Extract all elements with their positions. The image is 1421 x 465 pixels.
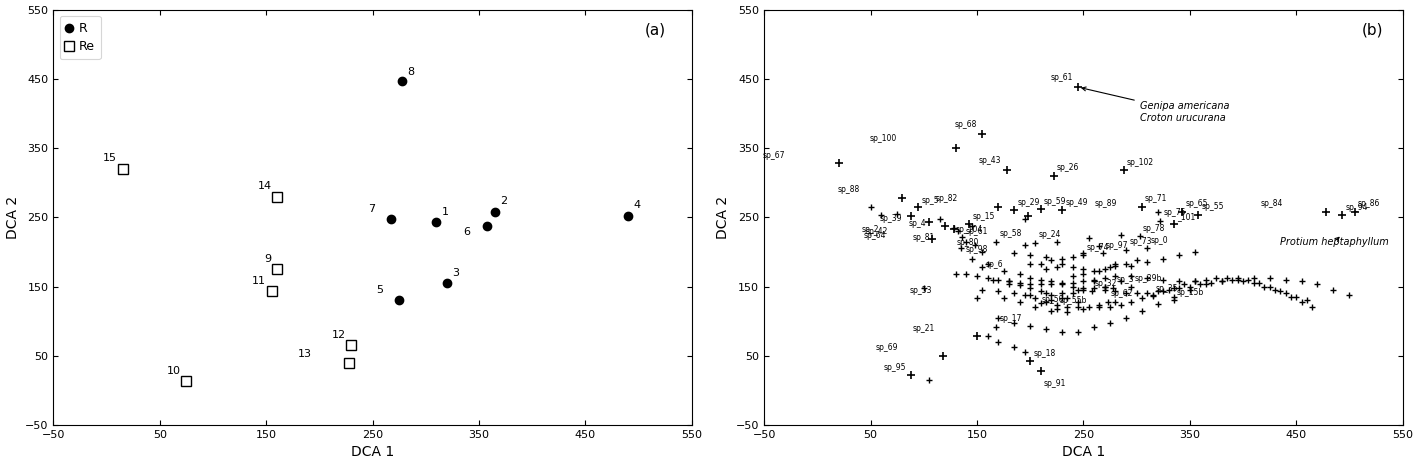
Y-axis label: DCA 2: DCA 2 bbox=[6, 196, 20, 239]
Text: sp_39b: sp_39b bbox=[1134, 274, 1162, 283]
Text: sp_59: sp_59 bbox=[1044, 197, 1067, 206]
Text: sp_68: sp_68 bbox=[955, 120, 976, 129]
Text: Protium heptaphyllum: Protium heptaphyllum bbox=[1280, 237, 1388, 246]
Text: sp_82: sp_82 bbox=[935, 194, 958, 204]
Text: 11: 11 bbox=[252, 276, 266, 286]
Text: 14: 14 bbox=[257, 181, 271, 191]
Text: sp_62: sp_62 bbox=[1111, 289, 1134, 299]
Text: sp_5: sp_5 bbox=[922, 196, 939, 205]
Text: sp_3: sp_3 bbox=[1117, 275, 1134, 285]
Text: sp_97: sp_97 bbox=[1106, 241, 1128, 250]
Text: sp_39: sp_39 bbox=[880, 214, 902, 223]
Text: sp_89: sp_89 bbox=[1096, 199, 1117, 208]
Text: sp_2: sp_2 bbox=[861, 225, 880, 234]
Text: sp_61: sp_61 bbox=[1050, 73, 1073, 81]
Text: Genipa americana
Croton urucurana: Genipa americana Croton urucurana bbox=[1081, 87, 1229, 123]
Y-axis label: DCA 2: DCA 2 bbox=[716, 196, 730, 239]
Text: 1: 1 bbox=[442, 206, 449, 217]
Text: sp_6: sp_6 bbox=[985, 260, 1003, 269]
Text: 13: 13 bbox=[298, 349, 313, 359]
Text: sp_84: sp_84 bbox=[1260, 199, 1283, 208]
Text: (b): (b) bbox=[1361, 22, 1384, 37]
Text: sp_100: sp_100 bbox=[870, 133, 897, 142]
Text: sp_64: sp_64 bbox=[864, 231, 887, 240]
Text: 12: 12 bbox=[333, 330, 347, 340]
Text: sp_74: sp_74 bbox=[1087, 243, 1108, 252]
X-axis label: DCA 1: DCA 1 bbox=[351, 445, 394, 459]
Text: 8: 8 bbox=[408, 67, 415, 77]
Text: sp_61: sp_61 bbox=[965, 227, 988, 236]
Text: 4: 4 bbox=[634, 200, 641, 210]
Text: sp_55b: sp_55b bbox=[1060, 296, 1087, 305]
Text: sp_91: sp_91 bbox=[1044, 379, 1066, 388]
Text: 5: 5 bbox=[377, 285, 384, 295]
Text: sp_17: sp_17 bbox=[999, 314, 1022, 323]
Text: 2: 2 bbox=[500, 196, 507, 206]
Text: sp_75: sp_75 bbox=[1164, 208, 1185, 217]
Text: sp_98: sp_98 bbox=[965, 245, 988, 254]
Text: sp_58: sp_58 bbox=[999, 229, 1022, 238]
Text: sp_50: sp_50 bbox=[1042, 295, 1064, 304]
Text: sp_80: sp_80 bbox=[956, 238, 979, 247]
Text: sp_104: sp_104 bbox=[956, 225, 983, 234]
Text: sp_78: sp_78 bbox=[1142, 224, 1165, 232]
Text: sp_95: sp_95 bbox=[882, 363, 905, 372]
X-axis label: DCA 1: DCA 1 bbox=[1061, 445, 1106, 459]
Text: 10: 10 bbox=[168, 366, 180, 376]
Text: sp_49: sp_49 bbox=[1066, 198, 1087, 207]
Text: 6: 6 bbox=[463, 226, 470, 237]
Text: sp_94: sp_94 bbox=[1346, 203, 1367, 212]
Text: sp_55: sp_55 bbox=[1202, 202, 1223, 211]
Text: sp_53: sp_53 bbox=[909, 286, 932, 295]
Text: 7: 7 bbox=[368, 204, 375, 214]
Text: sp_0: sp_0 bbox=[1151, 236, 1168, 245]
Text: sp_81: sp_81 bbox=[912, 232, 935, 241]
Text: sp_65: sp_65 bbox=[1185, 199, 1208, 208]
Text: 9: 9 bbox=[264, 254, 271, 264]
Text: sp_18: sp_18 bbox=[1033, 349, 1056, 358]
Text: (a): (a) bbox=[645, 22, 666, 37]
Text: 15: 15 bbox=[104, 153, 117, 163]
Text: 3: 3 bbox=[452, 267, 459, 278]
Text: sp_15b: sp_15b bbox=[1177, 288, 1204, 297]
Text: sp_29: sp_29 bbox=[1017, 198, 1040, 207]
Text: sp_86: sp_86 bbox=[1358, 199, 1380, 208]
Text: sp_102: sp_102 bbox=[1127, 158, 1154, 167]
Text: sp_24: sp_24 bbox=[1039, 231, 1061, 239]
Text: sp_71: sp_71 bbox=[1145, 194, 1168, 204]
Text: sp_42: sp_42 bbox=[865, 227, 888, 236]
Text: sp_15: sp_15 bbox=[973, 212, 995, 221]
Legend: R, Re: R, Re bbox=[60, 16, 101, 60]
Text: sp_67: sp_67 bbox=[763, 151, 786, 160]
Text: sp_26: sp_26 bbox=[1057, 163, 1079, 172]
Text: _101: _101 bbox=[1177, 212, 1195, 221]
Text: sp_4: sp_4 bbox=[908, 219, 926, 228]
Text: sp_73: sp_73 bbox=[1130, 237, 1151, 246]
Text: sp_69: sp_69 bbox=[875, 343, 898, 352]
Text: sp_32: sp_32 bbox=[1096, 279, 1117, 288]
Text: sp_35: sp_35 bbox=[1155, 284, 1178, 293]
Text: sp_43: sp_43 bbox=[979, 156, 1002, 165]
Text: sp_88: sp_88 bbox=[837, 186, 860, 194]
Text: sp_21: sp_21 bbox=[912, 324, 935, 333]
